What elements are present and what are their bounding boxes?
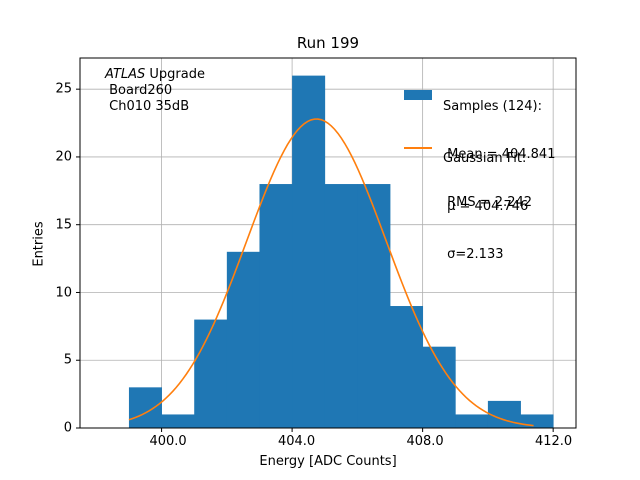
histogram-bar [357, 184, 391, 428]
tick-marks [76, 88, 554, 432]
histogram-bar [128, 387, 162, 428]
x-tick-label: 408.0 [406, 434, 444, 449]
histogram-bar [422, 346, 456, 428]
legend-swatch-gauss [404, 147, 432, 149]
annotation-board: Board260 [105, 83, 173, 98]
histogram-bar [161, 414, 195, 428]
y-tick-label: 10 [55, 285, 72, 300]
annotation-upgrade: Upgrade [145, 67, 205, 82]
annotation-atlas: ATLAS [105, 67, 146, 82]
legend-gauss-mu: μ = 404.746 [443, 199, 529, 214]
legend-swatch-samples [404, 90, 432, 100]
y-tick-label: 15 [55, 217, 72, 233]
y-tick-label: 20 [55, 149, 72, 165]
histogram-bar [487, 400, 521, 428]
histogram-bar [324, 184, 358, 428]
gaussian-fit-curve [128, 118, 534, 427]
x-tick-label: 404.0 [277, 434, 316, 449]
histogram-bar [194, 319, 228, 428]
x-tick-label: 412.0 [534, 434, 573, 449]
histogram-bar [259, 184, 293, 428]
y-axis-label: Entries [31, 221, 47, 267]
legend-gauss-sigma: σ=2.133 [443, 247, 504, 262]
histogram-bar [455, 414, 489, 428]
histogram-bar [520, 414, 554, 428]
y-tick-label: 25 [55, 81, 72, 97]
plot-frame [79, 57, 577, 429]
legend-samples-mean: Mean = 404.841 [443, 147, 556, 162]
atlas-annotation: ATLAS Upgrade Board260 Ch010 35dB [105, 67, 205, 115]
annotation-channel: Ch010 35dB [105, 99, 190, 114]
histogram-bar [226, 251, 260, 428]
legend-samples-rms: RMS = 2.242 [443, 195, 533, 210]
histogram-bars [128, 75, 554, 428]
legend-gauss-title: Gaussian Fit: [443, 151, 527, 166]
legend-samples-title: Samples (124): [443, 99, 542, 114]
chart-title: Run 199 [296, 34, 360, 52]
x-axis-label: Energy [ADC Counts] [259, 454, 397, 469]
y-tick-label: 5 [63, 352, 72, 368]
histogram-bar [292, 75, 326, 428]
y-tick-label: 0 [63, 420, 72, 436]
histogram-bar [390, 306, 424, 428]
x-tick-label: 400.0 [149, 434, 187, 449]
